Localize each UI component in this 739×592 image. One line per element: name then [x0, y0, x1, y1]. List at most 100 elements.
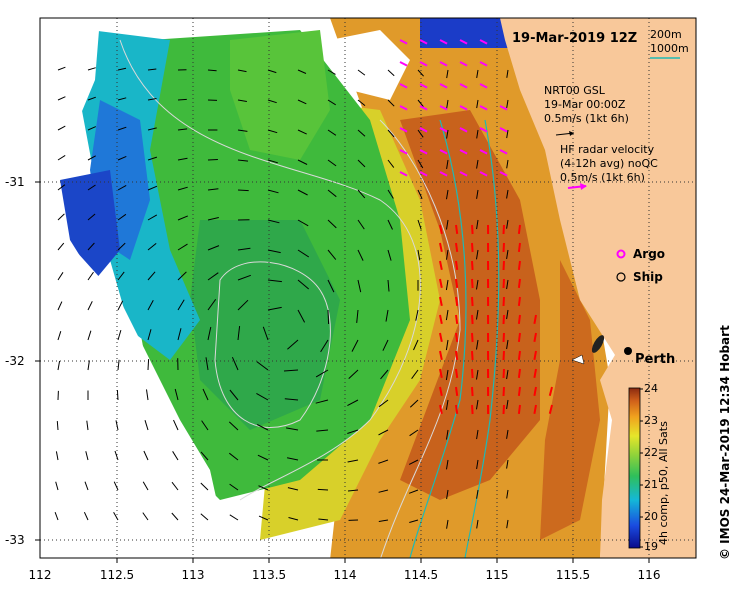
radar-arrow [479, 105, 488, 111]
radar-arrow [459, 83, 468, 89]
model-arrow [387, 69, 395, 77]
radar-arrow [459, 61, 468, 67]
model-arrow [237, 189, 249, 192]
radar-arrow [439, 296, 443, 307]
y-tick-32: -32 [5, 354, 25, 368]
model-arrow [201, 420, 209, 431]
model-arrow [200, 451, 209, 461]
radar-arrow [399, 171, 408, 177]
model-arrow [476, 339, 479, 350]
model-arrow [144, 420, 149, 431]
model-arrow [297, 69, 307, 74]
model-arrow [297, 279, 310, 290]
model-arrow [177, 243, 188, 251]
radar-arrow [439, 127, 448, 133]
radar-arrow [517, 296, 521, 307]
model-arrow [115, 420, 119, 431]
radar-arrow [533, 386, 537, 396]
model-arrow [147, 214, 158, 221]
radar-arrow [419, 171, 428, 177]
y-tick-31: -31 [5, 175, 25, 189]
model-arrow [256, 392, 269, 401]
plot-frame [39, 17, 697, 559]
ship-label: Ship [633, 270, 663, 284]
model-arrow [446, 129, 449, 139]
radar-current-arrows-red [439, 224, 553, 415]
model-arrow [445, 369, 449, 381]
radar-arrow [439, 350, 443, 361]
model-arrow [446, 489, 449, 500]
model-arrow [207, 159, 218, 161]
model-arrow [83, 511, 89, 521]
y-tick-33: -33 [5, 533, 25, 547]
model-arrow [177, 271, 187, 281]
model-arrow [506, 219, 509, 229]
radar-arrow [502, 278, 505, 289]
model-arrow [207, 69, 217, 72]
model-arrow [229, 389, 239, 401]
radar-arrow [455, 296, 459, 307]
radar-arrow [502, 368, 505, 379]
model-arrow [87, 301, 93, 311]
radar-arrow [459, 39, 468, 45]
model-arrow [57, 154, 66, 161]
model-arrow [267, 249, 281, 254]
radar-arrow [455, 386, 459, 397]
model-arrow [177, 186, 188, 191]
radar-arrow [439, 386, 443, 397]
model-arrow [476, 99, 479, 109]
model-arrow [417, 69, 424, 77]
radar-arrow [439, 149, 448, 155]
credit-text: © IMOS 24-Mar-2019 12:34 Hobart [718, 325, 732, 560]
model-arrow [117, 213, 127, 221]
model-arrow [237, 69, 247, 73]
model-arrow [387, 249, 392, 261]
colorbar-tick-21: 21 [644, 478, 658, 491]
model-arrow [347, 489, 359, 492]
model-arrow [506, 249, 509, 259]
model-arrow [286, 457, 299, 461]
model-arrow [288, 517, 299, 521]
model-arrow [357, 279, 362, 293]
radar-arrow [517, 242, 521, 253]
depth-1000m-label: 1000m [650, 42, 689, 55]
model-arrow [237, 129, 248, 132]
model-arrow [174, 388, 179, 401]
model-arrow [256, 424, 269, 431]
radar-arrow [455, 332, 459, 343]
model-arrow [257, 454, 269, 461]
model-arrow [378, 519, 389, 522]
radar-arrow [439, 224, 443, 235]
model-arrow [173, 419, 179, 431]
model-arrow [207, 326, 212, 341]
model-arrow [258, 515, 269, 521]
x-tick-114-5: 114.5 [403, 568, 439, 582]
model-arrow [229, 514, 239, 521]
model-arrow [237, 99, 247, 102]
radar-arrow [439, 278, 443, 289]
model-arrow [267, 69, 277, 74]
map-title: 19-Mar-2019 12Z [512, 31, 638, 46]
radar-arrow [399, 61, 408, 67]
radar-arrow [479, 83, 488, 89]
radar-arrow [471, 314, 474, 325]
model-arrow [476, 369, 479, 380]
model-arrow [87, 271, 94, 281]
model-arrow [237, 326, 241, 341]
radar-arrow [419, 83, 428, 89]
model-arrow [446, 99, 449, 109]
model-arrow [87, 184, 96, 191]
radar-arrow [479, 171, 488, 177]
model-arrow [142, 512, 149, 521]
model-arrow [228, 452, 239, 461]
radar-arrow [439, 105, 448, 111]
model-arrow [147, 300, 154, 311]
model-arrow [200, 513, 209, 521]
model-arrow [476, 399, 479, 410]
model-arrow [87, 242, 95, 251]
model-arrow [297, 99, 307, 105]
model-arrow [237, 274, 251, 281]
model-legend-line1: NRT00 GSL [544, 84, 605, 97]
colorbar [628, 387, 641, 549]
radar-arrow [517, 224, 521, 235]
